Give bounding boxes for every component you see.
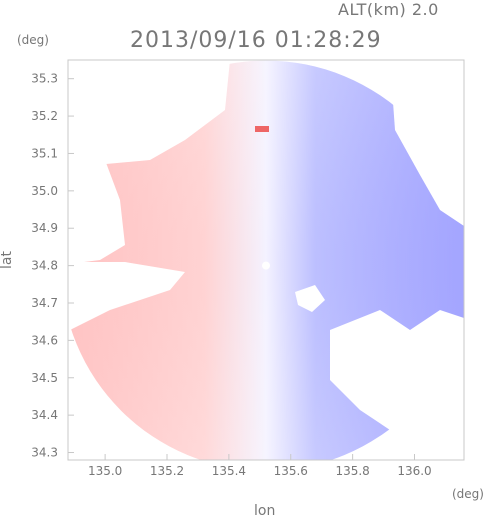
x-tick-label: 135.2 bbox=[150, 464, 184, 478]
y-tick-label: 34.3 bbox=[31, 446, 58, 460]
x-tick-label: 135.6 bbox=[274, 464, 308, 478]
no-echo-region bbox=[390, 60, 464, 226]
x-axis-title: lon bbox=[254, 503, 276, 519]
y-tick-label: 35.1 bbox=[31, 146, 58, 160]
altitude-label: ALT(km) 2.0 bbox=[338, 0, 439, 19]
y-axis-unit: (deg) bbox=[17, 33, 49, 47]
y-tick-label: 35.3 bbox=[31, 72, 58, 86]
no-echo-region bbox=[68, 262, 185, 330]
radar-site-marker bbox=[262, 261, 270, 270]
no-echo-region bbox=[330, 310, 464, 460]
x-tick-label: 135.0 bbox=[88, 464, 122, 478]
y-tick-label: 34.6 bbox=[31, 333, 58, 347]
plot-frame bbox=[67, 59, 465, 461]
velocity-field bbox=[68, 60, 464, 460]
strong-receding-spot bbox=[255, 126, 269, 132]
timestamp-title: 2013/09/16 01:28:29 bbox=[130, 28, 382, 53]
y-tick-label: 34.9 bbox=[31, 221, 58, 235]
axis-ticks: 135.0 135.2 135.4 135.6 135.8 136.0 34.3 34.4 34… bbox=[31, 72, 431, 478]
no-echo-region bbox=[68, 160, 125, 264]
no-echo-region bbox=[295, 285, 325, 312]
x-tick-label: 135.4 bbox=[212, 464, 246, 478]
y-tick-label: 34.8 bbox=[31, 259, 58, 273]
y-tick-label: 35.0 bbox=[31, 184, 58, 198]
y-tick-label: 35.2 bbox=[31, 109, 58, 123]
y-tick-label: 34.5 bbox=[31, 371, 58, 385]
y-tick-label: 34.7 bbox=[31, 296, 58, 310]
no-echo-region bbox=[68, 60, 230, 169]
x-tick-label: 136.0 bbox=[397, 464, 431, 478]
x-tick-label: 135.8 bbox=[335, 464, 369, 478]
y-tick-label: 34.4 bbox=[31, 408, 58, 422]
x-axis-unit: (deg) bbox=[452, 487, 484, 501]
